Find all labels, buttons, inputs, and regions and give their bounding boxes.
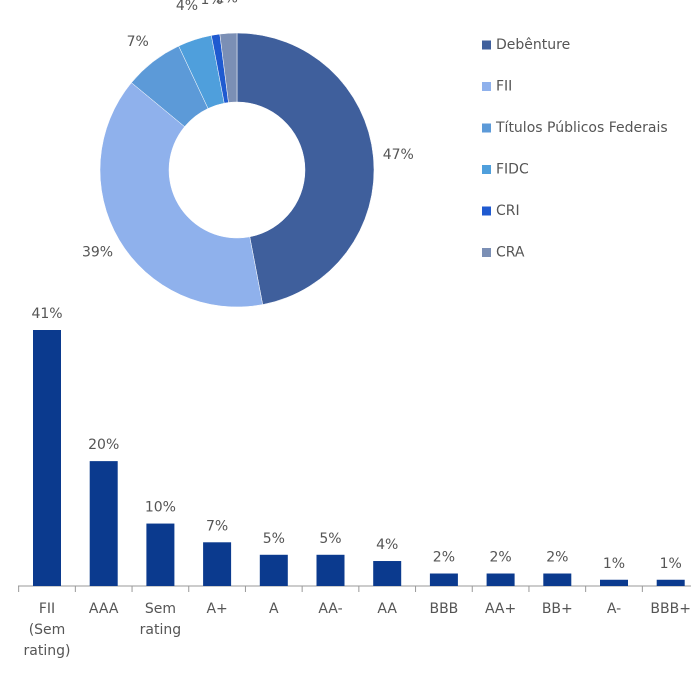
bar	[600, 579, 628, 586]
slice-label: 1%	[201, 0, 223, 8]
x-tick-label: AAA	[88, 601, 119, 617]
bar-label: 5%	[319, 531, 341, 547]
bar-label: 1%	[660, 556, 682, 572]
bar	[429, 573, 458, 586]
bar	[486, 573, 515, 586]
bar	[543, 573, 572, 586]
bar	[146, 523, 175, 586]
x-tick-label: BB+	[541, 601, 573, 617]
slice-label: 2%	[216, 0, 238, 6]
x-tick-label: A	[269, 601, 279, 617]
legend-label: FII	[496, 79, 512, 95]
x-tick-label: AA+	[484, 601, 517, 617]
legend-swatch	[482, 206, 491, 216]
bar-label: 4%	[376, 537, 398, 553]
slice-label: 47%	[383, 147, 414, 163]
bar-label: 7%	[206, 518, 228, 534]
bar-label: 2%	[489, 550, 511, 566]
donut-slice	[99, 82, 263, 308]
bar	[89, 461, 118, 586]
legend-label: CRA	[496, 245, 525, 261]
bar-label: 41%	[31, 306, 62, 322]
x-tick-label: AA-	[318, 601, 343, 617]
bar	[316, 554, 345, 586]
x-tick-label: A-	[606, 601, 622, 617]
bar	[33, 330, 61, 586]
bar	[203, 542, 232, 586]
bar-label: 2%	[546, 550, 568, 566]
x-tick-label: FII (Sem rating)	[23, 601, 71, 659]
x-tick-label: BBB	[429, 601, 459, 617]
legend-swatch	[482, 40, 491, 50]
slice-label: 4%	[176, 0, 198, 14]
x-tick-label: Sem rating	[139, 601, 182, 638]
bar	[373, 561, 402, 586]
bar-label: 1%	[603, 556, 625, 572]
legend-swatch	[482, 165, 491, 174]
x-tick-label: BBB+	[650, 601, 691, 617]
legend-swatch	[482, 123, 491, 133]
donut-slice	[236, 32, 375, 305]
legend-label: CRI	[496, 203, 520, 219]
donut-slice	[219, 32, 238, 103]
legend-label: FIDC	[496, 162, 529, 178]
legend-label: Debênture	[496, 37, 570, 53]
bar-label: 5%	[263, 531, 285, 547]
legend-swatch	[482, 82, 491, 91]
slice-label: 7%	[127, 34, 149, 50]
slice-label: 39%	[82, 244, 113, 260]
legend-label: Títulos Públicos Federais	[495, 120, 668, 136]
bar-label: 2%	[433, 550, 455, 566]
bar	[259, 554, 288, 586]
x-tick-label: AA	[377, 601, 397, 617]
x-tick-label: A+	[206, 601, 228, 617]
bar	[656, 579, 685, 586]
bar-label: 10%	[145, 500, 176, 516]
bar-label: 20%	[88, 437, 119, 453]
legend-swatch	[482, 248, 491, 257]
